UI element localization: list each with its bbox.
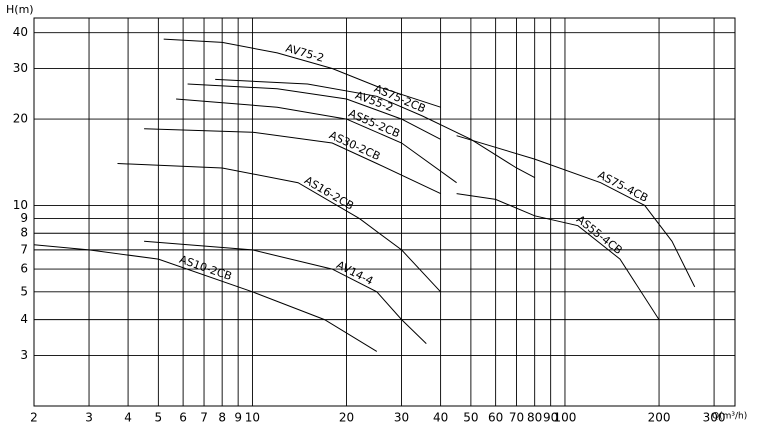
x-tick-label: 30 — [394, 411, 409, 425]
curve-label: AS75-4CB — [596, 168, 651, 205]
curve-label: AS55-4CB — [574, 213, 625, 257]
x-tick-label: 20 — [339, 411, 354, 425]
curve — [33, 244, 378, 352]
plot-frame — [33, 17, 736, 407]
curve-label: AS30-2CB — [327, 128, 382, 163]
x-tick-label: 6 — [179, 411, 187, 425]
x-tick-label: 40 — [433, 411, 448, 425]
x-tick-label: 80 — [527, 411, 542, 425]
curve-label: AS55-2CB — [347, 107, 402, 141]
curve-label: AS16-2CB — [302, 174, 356, 213]
y-tick-label: 4 — [20, 312, 28, 326]
curve — [187, 83, 441, 140]
x-tick-label: 200 — [648, 411, 671, 425]
x-axis-label: Q(m³/h) — [712, 412, 747, 422]
x-tick-label: 70 — [509, 411, 524, 425]
y-tick-label: 30 — [13, 61, 28, 75]
x-tick-label: 8 — [218, 411, 226, 425]
curve — [176, 98, 457, 184]
y-tick-label: 6 — [20, 262, 28, 276]
y-tick-label: 7 — [20, 242, 28, 256]
y-tick-label: 40 — [13, 25, 28, 39]
curve — [456, 193, 660, 320]
y-tick-label: 9 — [20, 211, 28, 225]
x-tick-label: 2 — [30, 411, 38, 425]
y-tick-label: 3 — [20, 348, 28, 362]
curve — [117, 163, 441, 293]
x-tick-label: 5 — [155, 411, 163, 425]
curve — [163, 38, 441, 108]
curve — [456, 135, 696, 288]
curve — [215, 78, 535, 179]
y-tick-label: 8 — [20, 226, 28, 240]
y-tick-label: 10 — [13, 198, 28, 212]
curve-label: AV75-2 — [284, 42, 325, 65]
x-tick-label: 90 — [543, 411, 558, 425]
x-tick-label: 100 — [554, 411, 577, 425]
x-tick-label: 300 — [703, 411, 726, 425]
x-tick-label: 9 — [234, 411, 242, 425]
curve-label: AS10-2CB — [178, 253, 234, 283]
x-tick-label: 60 — [488, 411, 503, 425]
y-tick-label: 20 — [13, 112, 28, 126]
x-tick-label: 10 — [245, 411, 260, 425]
y-axis-label: H(m) — [6, 3, 34, 16]
curve — [144, 240, 427, 344]
y-tick-label: 5 — [20, 284, 28, 298]
x-tick-label: 3 — [85, 411, 93, 425]
x-tick-label: 7 — [200, 411, 208, 425]
x-tick-label: 50 — [463, 411, 478, 425]
curve — [144, 128, 441, 195]
x-tick-label: 4 — [124, 411, 132, 425]
curve-label: AV14-4 — [334, 258, 375, 287]
